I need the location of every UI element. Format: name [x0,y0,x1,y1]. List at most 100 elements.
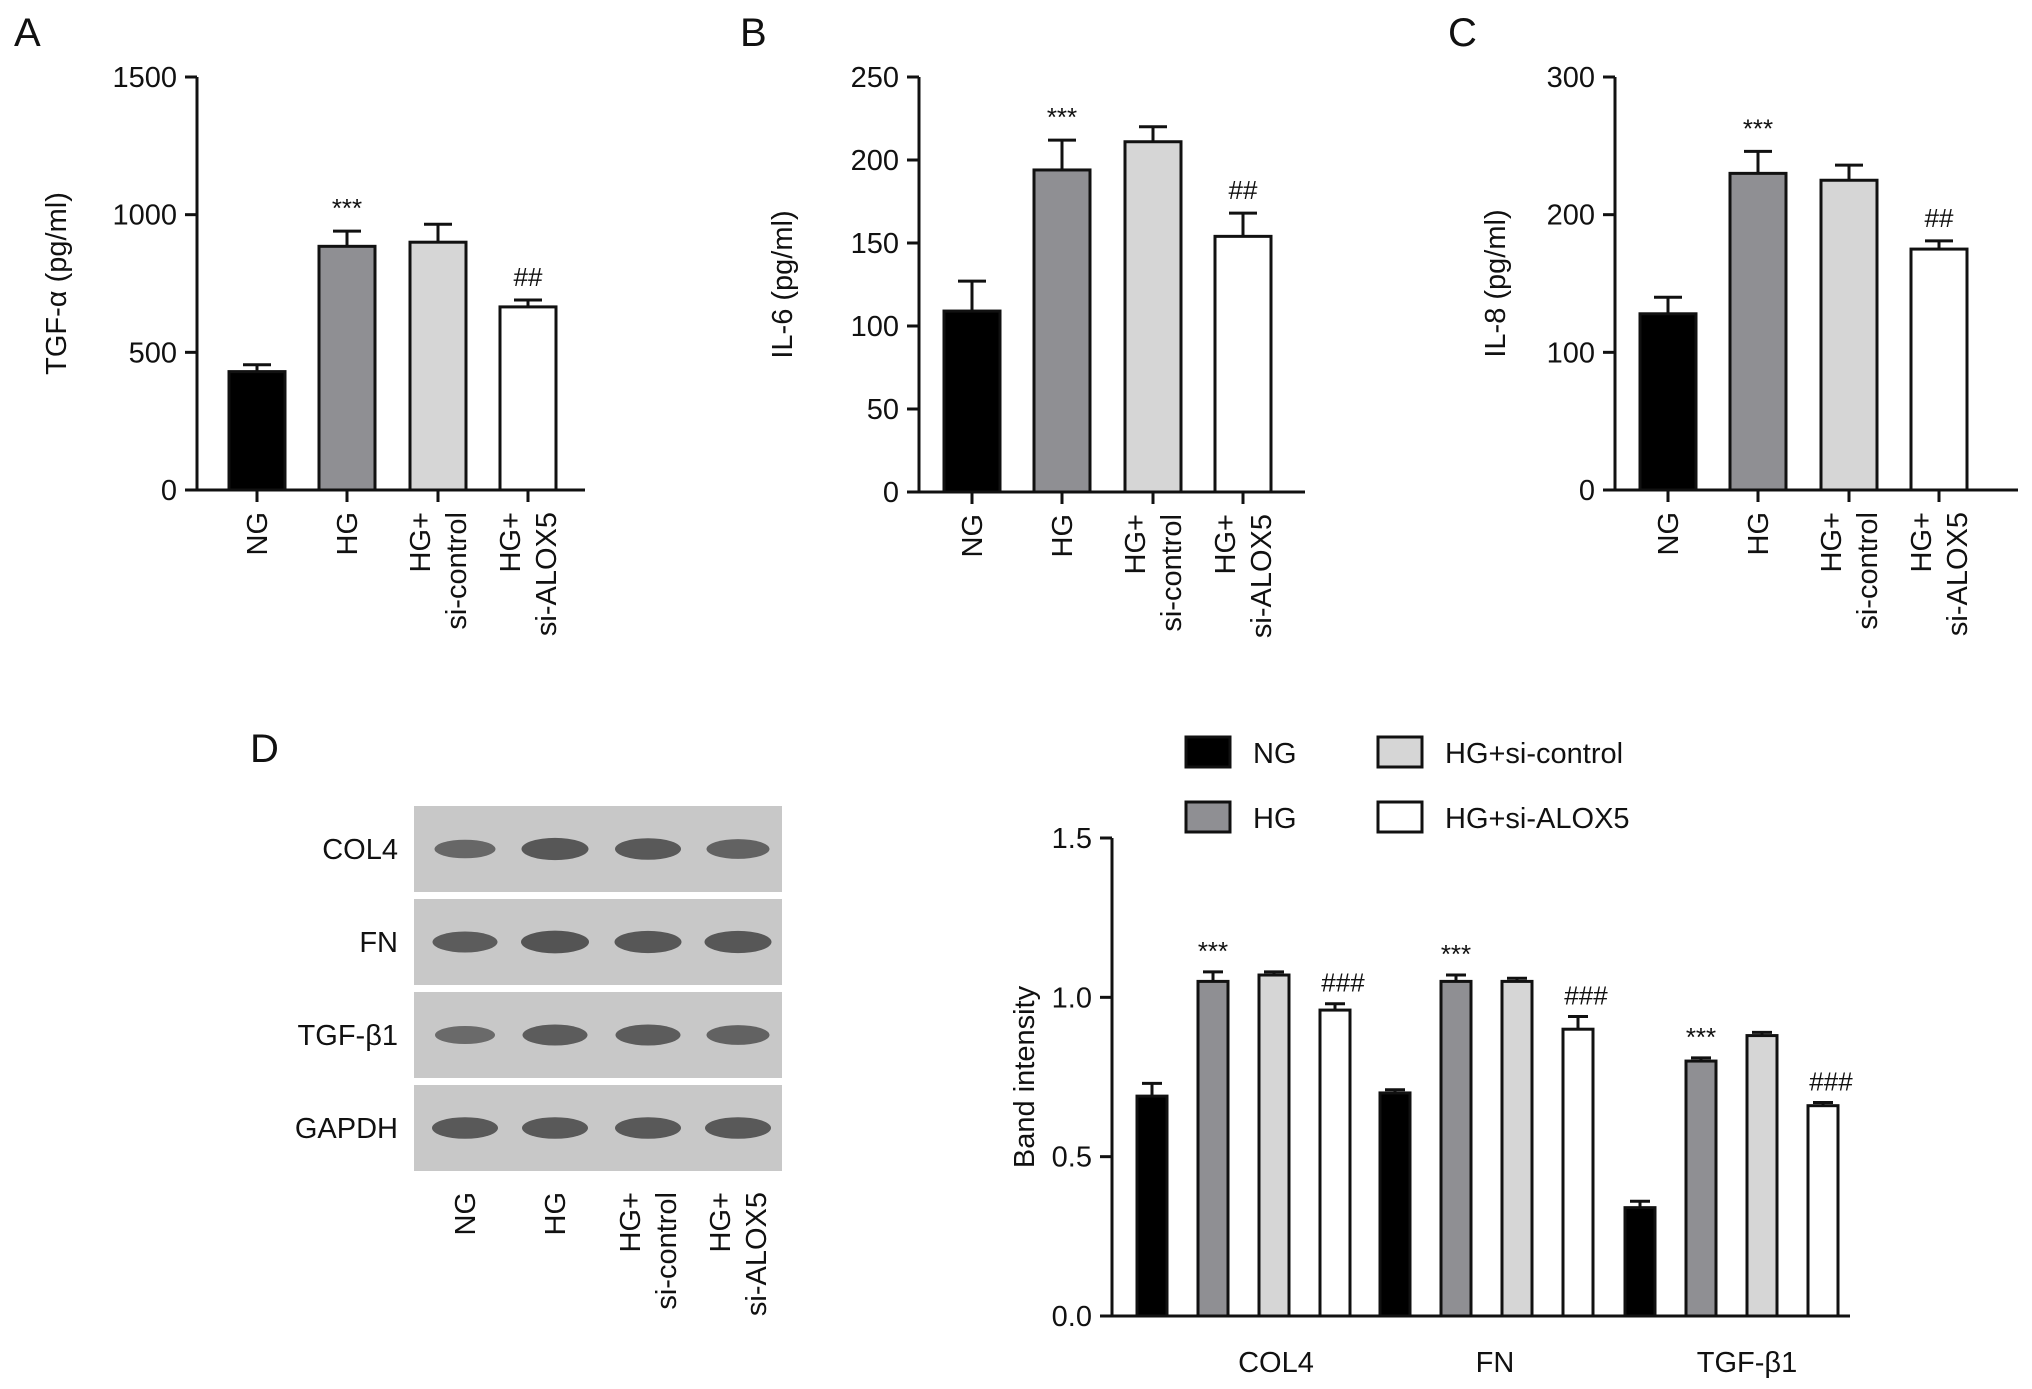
blot-row-label: COL4 [322,834,398,866]
bar [1318,1008,1352,1318]
legend-swatch [1184,800,1232,834]
y-tick-label: 250 [851,62,899,94]
legend-item: HG+si-ALOX5 [1376,800,1630,835]
blot-row: GAPDH [295,1085,782,1171]
significance-label: *** [1743,113,1773,143]
x-tick-label: HG+ si-ALOX5 [1906,512,1974,636]
bar [227,370,287,492]
bar [1439,979,1473,1318]
bar [1378,1091,1412,1318]
blot-band [521,837,589,861]
legend: NG HG HG+si-control HG+si-ALOX5 [1184,735,1630,835]
legend-item: HG [1184,800,1297,835]
x-tick-label: HG+ si-control [1816,512,1884,630]
blot-lane-label-line: NG [450,1192,482,1236]
blot-band [432,931,498,953]
significance-label: ### [1321,968,1365,998]
y-tick-label: 150 [851,228,899,260]
y-tick-label: 300 [1547,62,1595,94]
y-tick-label: 0 [1579,475,1595,507]
x-tick-label-line: si-ALOX5 [531,512,563,636]
bar [1257,973,1291,1318]
bar [1684,1059,1718,1318]
blot-band [615,1117,681,1139]
bar [1123,140,1183,494]
blot-lane-label-line: HG+ [615,1192,647,1252]
x-tick-label-line: si-ALOX5 [1942,512,1974,636]
y-tick-label: 100 [1547,337,1595,369]
blot-band [705,1117,771,1139]
x-tick-label-line: NG [1653,512,1685,556]
blot-band [435,1026,495,1044]
y-tick-label: 0 [883,477,899,509]
bar [408,240,468,492]
blot-band [522,1117,588,1139]
y-tick-label: 1.0 [1052,982,1092,1014]
panel-c: C 0 100 200 300 IL-8 (pg/ml) NG *** HG HG+ si-cont… [1448,11,2018,636]
y-tick-label: 200 [1547,200,1595,232]
bar [1500,979,1534,1318]
significance-label: *** [332,193,362,223]
x-tick-label: HG [1047,514,1079,558]
significance-label: ## [1925,203,1954,233]
bar [498,305,558,492]
x-category-label: FN [1476,1347,1515,1379]
x-tick-label-line: si-ALOX5 [1246,514,1278,638]
blot-lane-label: HG+ si-control [615,1192,683,1310]
blot-band [704,930,772,954]
bar [1745,1034,1779,1318]
y-axis-title: IL-8 (pg/ml) [1480,209,1512,357]
blot-band [522,1024,588,1046]
y-tick-label: 1000 [112,200,177,232]
blot-row: TGF-β1 [298,992,782,1078]
blot-band [434,839,496,859]
legend-swatch [1184,735,1232,769]
bar [942,309,1002,494]
x-tick-label: NG [242,512,274,556]
y-tick-label: 200 [851,145,899,177]
blot-row-label: FN [359,927,398,959]
bar [317,244,377,492]
panel-letter: B [740,11,767,55]
y-axis-title: Band intensity [1009,985,1041,1168]
bar [1561,1027,1595,1318]
y-tick-label: 0.5 [1052,1142,1092,1174]
x-tick-label-line: HG+ [405,512,437,572]
x-tick-label: HG [332,512,364,556]
x-tick-label: HG [1743,512,1775,556]
blot-row: FN [359,899,782,985]
x-tick-label-line: HG+ [1210,514,1242,574]
y-tick-label: 0 [161,475,177,507]
bar [1623,1206,1657,1318]
blot-band [615,838,681,860]
x-tick-label-line: HG+ [1816,512,1848,572]
y-tick-label: 0.0 [1052,1301,1092,1333]
blot-lane-label-line: HG [540,1192,572,1236]
legend-label: HG+si-ALOX5 [1445,803,1630,835]
blot-band [615,1024,681,1046]
legend-swatch [1376,800,1424,834]
x-tick-label: NG [1653,512,1685,556]
blot-lane-label: HG+ si-ALOX5 [705,1192,773,1316]
panel-letter: C [1448,11,1477,55]
blot-band [706,839,770,859]
bar [1638,312,1698,492]
bar [1032,168,1092,494]
bar [1213,234,1273,494]
band-intensity-chart: 0.0 0.5 1.0 1.5 Band intensity *** ### COL4 *** #… [1009,823,1853,1379]
blot-lane-label-line: HG+ [705,1192,737,1252]
x-tick-label-line: si-control [1852,512,1884,630]
legend-item: HG+si-control [1376,735,1623,770]
x-tick-label-line: NG [957,514,989,558]
significance-label: ### [1809,1066,1853,1096]
blot-lane-label-line: si-control [651,1192,683,1310]
y-axis-title: IL-6 (pg/ml) [767,210,799,358]
x-tick-label-line: NG [242,512,274,556]
y-tick-label: 1500 [112,62,177,94]
y-tick-label: 50 [867,394,899,426]
blot-band [706,1025,770,1045]
x-tick-label-line: HG [1743,512,1775,556]
